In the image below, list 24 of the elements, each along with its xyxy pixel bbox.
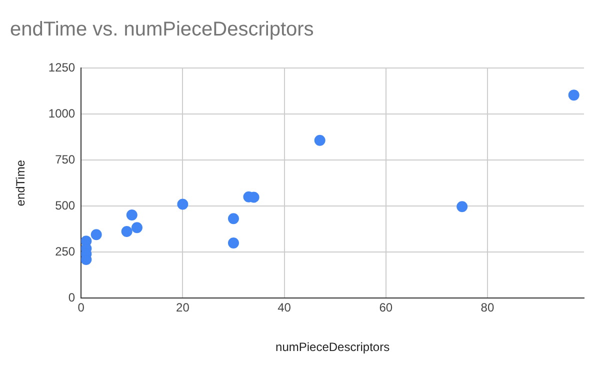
y-tick-label: 750 bbox=[55, 152, 76, 166]
y-tick-label: 250 bbox=[55, 244, 76, 258]
point bbox=[228, 237, 239, 248]
x-tick-label: 0 bbox=[78, 300, 85, 315]
x-tick-label: 20 bbox=[176, 300, 190, 315]
point bbox=[568, 90, 580, 101]
point bbox=[121, 226, 132, 238]
y-tick-label: 1250 bbox=[48, 60, 76, 74]
x-tick-label: 80 bbox=[480, 300, 494, 315]
y-axis-title: endTime bbox=[14, 160, 28, 206]
point bbox=[126, 209, 138, 220]
y-tick-label: 500 bbox=[55, 198, 76, 212]
point bbox=[228, 213, 239, 224]
y-tick-label: 0 bbox=[68, 290, 76, 305]
x-tick-label: 40 bbox=[278, 300, 292, 315]
x-axis-title: numPieceDescriptors bbox=[276, 340, 390, 354]
chart-title: endTime vs. numPieceDescriptors bbox=[10, 18, 314, 41]
y-tick-label: 1000 bbox=[48, 106, 76, 120]
point bbox=[90, 229, 102, 240]
point bbox=[314, 134, 326, 146]
point bbox=[131, 222, 142, 234]
x-tick-label: 60 bbox=[379, 300, 393, 315]
point bbox=[177, 198, 188, 210]
point bbox=[456, 201, 468, 212]
